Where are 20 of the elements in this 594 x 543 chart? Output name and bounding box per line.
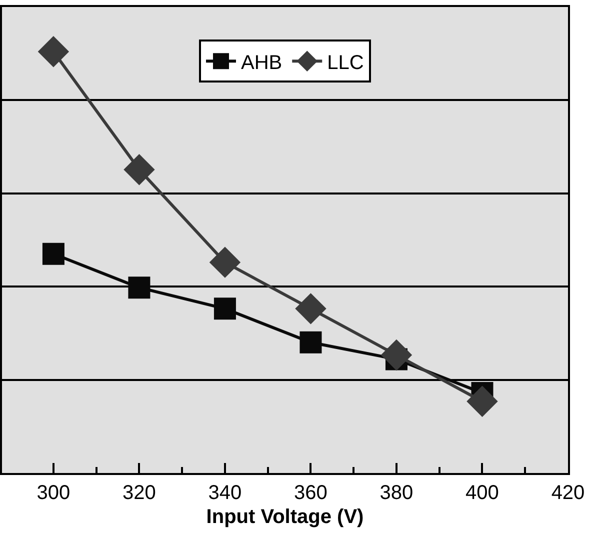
- legend-label: LLC: [327, 52, 364, 74]
- x-axis-title: Input Voltage (V): [206, 506, 364, 528]
- legend-label: AHB: [241, 52, 282, 74]
- point: [300, 331, 322, 354]
- x-tick-label: 340: [208, 482, 242, 504]
- point: [209, 246, 241, 278]
- x-tick-label: 300: [36, 482, 70, 504]
- point: [214, 298, 236, 320]
- x-tick-label: 360: [294, 482, 328, 504]
- x-tick-label: 400: [466, 482, 499, 504]
- point: [295, 293, 326, 324]
- x-tick-label: 380: [380, 482, 414, 504]
- x-tick-label: 320: [122, 482, 156, 504]
- x-tick-label: 420: [551, 482, 585, 504]
- point: [42, 242, 64, 265]
- point: [124, 154, 155, 186]
- point: [38, 36, 70, 68]
- point: [128, 276, 150, 299]
- point: [466, 386, 498, 417]
- point: [380, 339, 412, 371]
